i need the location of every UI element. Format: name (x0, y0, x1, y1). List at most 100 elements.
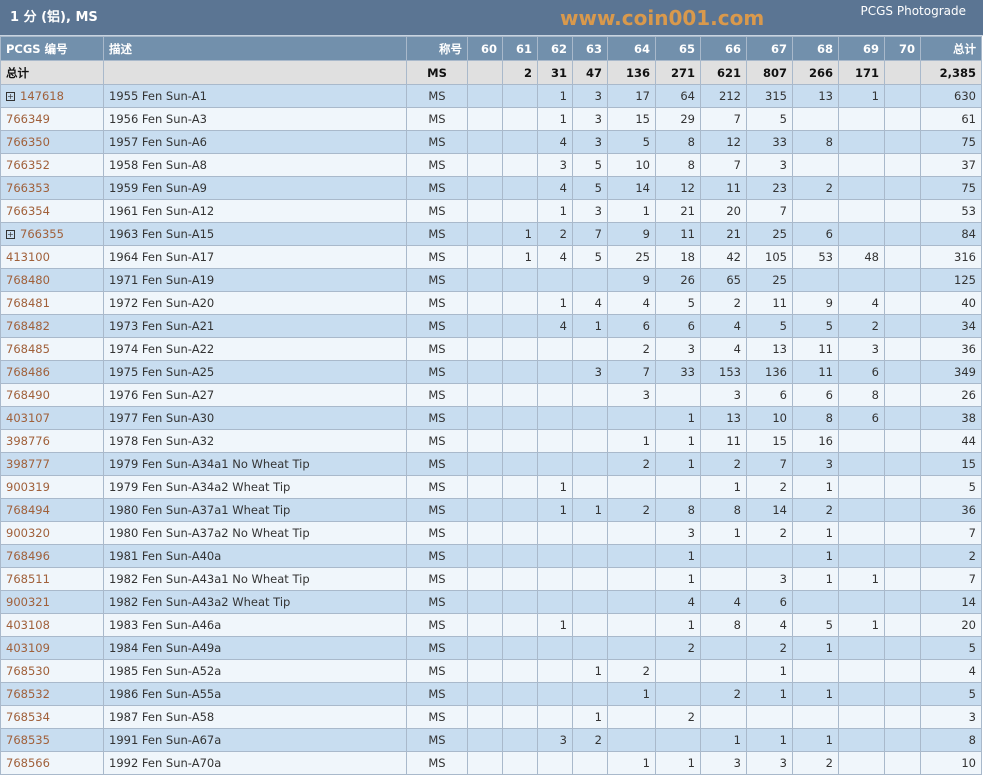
column-header[interactable]: 65 (655, 36, 701, 61)
pcgs-number-cell[interactable]: +766355 (0, 222, 104, 246)
column-header[interactable]: 61 (502, 36, 538, 61)
pcgs-photograde-link[interactable]: PCGS Photograde (860, 4, 966, 18)
pcgs-number-cell[interactable]: 768511 (0, 567, 104, 591)
column-header[interactable]: 69 (838, 36, 885, 61)
pcgs-number-link[interactable]: 900321 (6, 595, 50, 609)
pcgs-number-cell[interactable]: 403107 (0, 406, 104, 430)
grade-count (884, 567, 921, 591)
grade-count: 6 (792, 383, 839, 407)
pcgs-number-link[interactable]: 766354 (6, 204, 50, 218)
pcgs-number-link[interactable]: 768530 (6, 664, 50, 678)
pcgs-number-link[interactable]: 398776 (6, 434, 50, 448)
pcgs-number-cell[interactable]: 768535 (0, 728, 104, 752)
grade-count: 5 (655, 291, 701, 315)
pcgs-number-link[interactable]: 403109 (6, 641, 50, 655)
pcgs-number-cell[interactable]: 768480 (0, 268, 104, 292)
pcgs-number-cell[interactable]: +147618 (0, 84, 104, 108)
pcgs-number-cell[interactable]: 900319 (0, 475, 104, 499)
pcgs-number-link[interactable]: 768511 (6, 572, 50, 586)
pcgs-number-link[interactable]: 403108 (6, 618, 50, 632)
table-row: 766350 1957 Fen Sun-A6 MS 4 3 5 8 12 33 8 75 (0, 130, 982, 154)
pcgs-number-link[interactable]: 766349 (6, 112, 50, 126)
expand-icon[interactable]: + (6, 92, 15, 101)
row-total: 53 (920, 199, 982, 223)
pcgs-number-cell[interactable]: 768481 (0, 291, 104, 315)
grade-count: 3 (792, 452, 839, 476)
pcgs-number-cell[interactable]: 766350 (0, 130, 104, 154)
pcgs-number-cell[interactable]: 398777 (0, 452, 104, 476)
table-row: 403107 1977 Fen Sun-A30 MS 1 13 10 8 6 38 (0, 406, 982, 430)
pcgs-number-cell[interactable]: 768532 (0, 682, 104, 706)
grade-count (607, 590, 656, 614)
grade-count (537, 567, 573, 591)
column-header[interactable]: 62 (537, 36, 573, 61)
pcgs-number-cell[interactable]: 768534 (0, 705, 104, 729)
column-header[interactable]: PCGS 编号 (0, 36, 104, 61)
pcgs-number-link[interactable]: 766355 (20, 227, 64, 241)
pcgs-number-link[interactable]: 768535 (6, 733, 50, 747)
column-header[interactable]: 60 (467, 36, 503, 61)
pcgs-number-cell[interactable]: 768530 (0, 659, 104, 683)
pcgs-number-link[interactable]: 768532 (6, 687, 50, 701)
grade-count (467, 107, 503, 131)
column-header[interactable]: 总计 (920, 36, 982, 61)
pcgs-number-link[interactable]: 900320 (6, 526, 50, 540)
pcgs-number-cell[interactable]: 766349 (0, 107, 104, 131)
pcgs-number-link[interactable]: 403107 (6, 411, 50, 425)
pcgs-number-link[interactable]: 766353 (6, 181, 50, 195)
pcgs-number-cell[interactable]: 403109 (0, 636, 104, 660)
pcgs-number-link[interactable]: 768480 (6, 273, 50, 287)
column-header[interactable]: 63 (572, 36, 608, 61)
column-header[interactable]: 67 (746, 36, 793, 61)
pcgs-number-link[interactable]: 768566 (6, 756, 50, 770)
pcgs-number-link[interactable]: 766352 (6, 158, 50, 172)
grade-count (467, 567, 503, 591)
pcgs-number-cell[interactable]: 768496 (0, 544, 104, 568)
pcgs-number-cell[interactable]: 766353 (0, 176, 104, 200)
pcgs-number-cell[interactable]: 768482 (0, 314, 104, 338)
pcgs-number-link[interactable]: 147618 (20, 89, 64, 103)
column-header[interactable]: 称号 (406, 36, 468, 61)
pcgs-number-cell[interactable]: 900320 (0, 521, 104, 545)
pcgs-number-cell[interactable]: 766354 (0, 199, 104, 223)
grade-count: 1 (792, 567, 839, 591)
grade-count: 8 (838, 383, 885, 407)
pcgs-number-link[interactable]: 413100 (6, 250, 50, 264)
pcgs-number-cell[interactable]: 900321 (0, 590, 104, 614)
pcgs-number-cell[interactable]: 766352 (0, 153, 104, 177)
pcgs-number-link[interactable]: 768482 (6, 319, 50, 333)
expand-icon[interactable]: + (6, 230, 15, 239)
pcgs-number-link[interactable]: 768481 (6, 296, 50, 310)
pcgs-number-cell[interactable]: 768485 (0, 337, 104, 361)
column-header[interactable]: 66 (700, 36, 747, 61)
pcgs-number-cell[interactable]: 768490 (0, 383, 104, 407)
pcgs-number-link[interactable]: 900319 (6, 480, 50, 494)
description: 1985 Fen Sun-A52a (103, 659, 407, 683)
column-header[interactable]: 64 (607, 36, 656, 61)
pcgs-number-cell[interactable]: 398776 (0, 429, 104, 453)
grade-count: 5 (792, 314, 839, 338)
pcgs-number-link[interactable]: 768486 (6, 365, 50, 379)
pcgs-number-link[interactable]: 768485 (6, 342, 50, 356)
pcgs-number-link[interactable]: 768496 (6, 549, 50, 563)
column-header[interactable]: 70 (884, 36, 921, 61)
column-header[interactable]: 68 (792, 36, 839, 61)
pcgs-number-link[interactable]: 768494 (6, 503, 50, 517)
grade-count (467, 544, 503, 568)
page-title: 1 分 (铝), MS (10, 10, 98, 25)
grade-count: 2 (502, 60, 538, 85)
pcgs-number-cell[interactable]: 413100 (0, 245, 104, 269)
pcgs-number-link[interactable]: 768534 (6, 710, 50, 724)
pcgs-number-cell[interactable]: 403108 (0, 613, 104, 637)
grade-count: 4 (537, 130, 573, 154)
pcgs-number-cell[interactable]: 768494 (0, 498, 104, 522)
grade-count: 9 (607, 222, 656, 246)
pcgs-number-cell[interactable]: 768566 (0, 751, 104, 775)
pcgs-number-link[interactable]: 398777 (6, 457, 50, 471)
total-desc (103, 60, 407, 85)
pcgs-number-cell[interactable]: 768486 (0, 360, 104, 384)
pcgs-number-link[interactable]: 766350 (6, 135, 50, 149)
pcgs-number-link[interactable]: 768490 (6, 388, 50, 402)
grade-count (467, 199, 503, 223)
column-header[interactable]: 描述 (103, 36, 407, 61)
